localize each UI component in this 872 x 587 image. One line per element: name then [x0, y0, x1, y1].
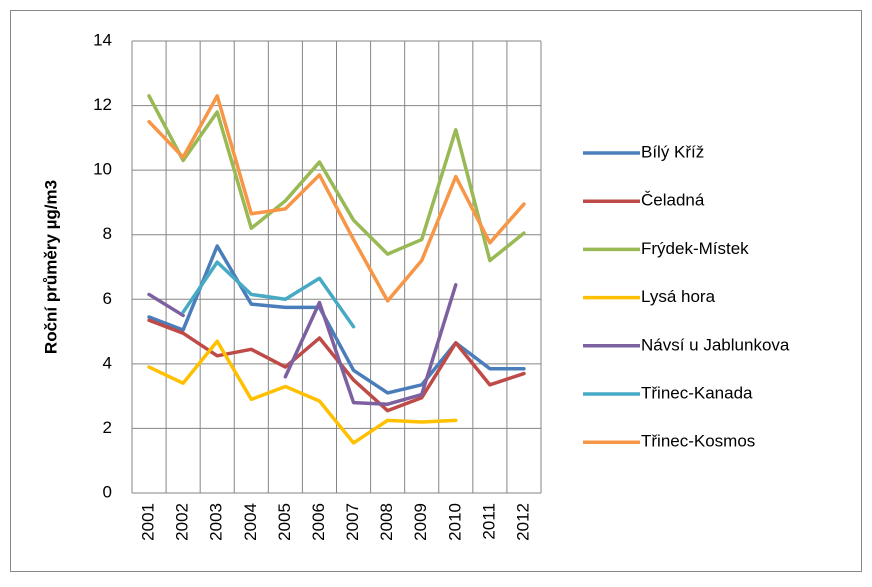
legend-label: Čeladná	[641, 191, 705, 210]
series-line	[147, 94, 526, 263]
x-tick-label: 2003	[207, 503, 226, 541]
legend-label: Bílý Kříž	[641, 142, 704, 161]
x-tick-label: 2007	[343, 503, 362, 541]
y-tick-label: 14	[93, 30, 112, 49]
legend-label: Lysá hora	[641, 287, 716, 306]
y-tick-label: 12	[93, 95, 112, 114]
x-tick-label: 2008	[377, 503, 396, 541]
x-tick-label: 2010	[445, 503, 464, 541]
x-tick-label: 2011	[479, 503, 498, 540]
series-line	[147, 339, 458, 445]
series-line	[147, 283, 458, 406]
y-tick-label: 2	[103, 418, 112, 437]
y-tick-label: 6	[103, 289, 112, 308]
y-tick-label: 10	[93, 160, 112, 179]
y-axis-label: Roční průměry µg/m3	[41, 180, 60, 354]
y-tick-label: 0	[103, 482, 112, 501]
series-line	[147, 318, 526, 413]
y-tick-label: 4	[103, 353, 112, 372]
legend-label: Třinec-Kosmos	[641, 432, 755, 451]
x-tick-label: 2001	[139, 503, 158, 541]
chart-border	[10, 10, 862, 572]
x-tick-label: 2005	[275, 503, 294, 541]
series-line	[181, 260, 356, 329]
x-tick-label: 2004	[241, 503, 260, 541]
series-line	[147, 94, 526, 303]
x-tick-label: 2012	[513, 503, 532, 541]
x-tick-label: 2006	[309, 503, 328, 541]
x-tick-label: 2002	[173, 503, 192, 541]
legend-label: Návsí u Jablunkova	[641, 335, 790, 354]
legend-label: Třinec-Kanada	[641, 383, 753, 402]
x-tick-label: 2009	[411, 503, 430, 541]
legend-label: Frýdek-Místek	[641, 239, 749, 258]
y-tick-label: 8	[103, 224, 112, 243]
